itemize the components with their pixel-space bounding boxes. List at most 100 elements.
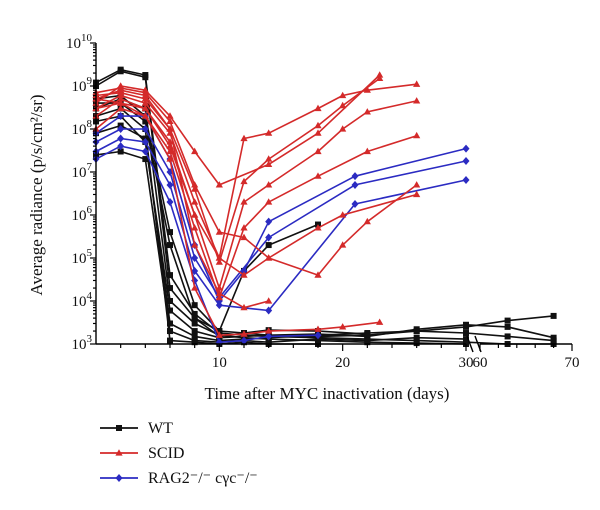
data-point: [141, 99, 149, 106]
data-point: [240, 303, 248, 311]
legend-label: SCID: [148, 445, 184, 462]
data-point: [141, 95, 149, 102]
data-point: [117, 88, 125, 96]
x-axis-title: Time after MYC inactivation (days): [205, 384, 450, 403]
data-point: [504, 333, 511, 340]
data-point: [413, 131, 421, 139]
data-point: [167, 229, 173, 236]
data-point: [462, 176, 470, 185]
data-point: [191, 185, 199, 192]
series-line: [95, 102, 380, 337]
data-point: [117, 134, 125, 143]
data-point: [142, 74, 149, 81]
series-wt-6: [93, 148, 469, 346]
series-scid-21: [92, 99, 384, 338]
data-point: [191, 198, 199, 205]
data-point: [191, 181, 199, 188]
data-point: [117, 84, 125, 91]
data-point: [141, 147, 149, 156]
data-point: [166, 117, 174, 125]
legend-marker: [115, 474, 123, 482]
data-point: [265, 160, 273, 168]
y-tick-label: 107: [72, 161, 93, 181]
data-point: [339, 211, 347, 218]
data-point: [216, 328, 223, 335]
data-point: [191, 241, 199, 248]
data-point: [240, 330, 248, 337]
data-point: [191, 337, 198, 344]
x-axis-break-mark-1: [466, 335, 474, 353]
data-point: [240, 271, 248, 278]
data-point: [463, 336, 469, 343]
data-point: [166, 198, 174, 207]
data-point: [117, 148, 124, 155]
data-point: [413, 334, 420, 341]
data-point: [339, 91, 347, 99]
data-point: [364, 331, 371, 338]
data-point: [191, 310, 198, 317]
data-point: [413, 328, 420, 335]
data-point: [363, 86, 371, 93]
legend-item: SCID: [100, 445, 184, 462]
data-point: [550, 312, 557, 319]
legend-label: RAG2⁻/⁻ cγc⁻/⁻: [148, 470, 258, 487]
data-point: [265, 327, 273, 334]
data-point: [339, 125, 347, 132]
data-point: [240, 233, 248, 241]
data-point: [240, 224, 248, 231]
data-point: [265, 297, 273, 304]
data-point: [215, 228, 223, 235]
series-line: [95, 70, 554, 338]
legend-marker: [115, 449, 123, 456]
data-point: [265, 339, 272, 346]
data-point: [463, 330, 469, 337]
data-point: [504, 323, 511, 330]
y-tick-label: 103: [72, 333, 93, 353]
data-point: [265, 332, 273, 341]
data-point: [215, 254, 223, 261]
data-point: [351, 180, 359, 189]
x-tick-label: 10: [212, 355, 227, 371]
data-point: [314, 147, 322, 155]
data-point: [191, 254, 199, 262]
y-tick-label: 108: [72, 118, 93, 138]
data-point: [265, 129, 273, 136]
data-point: [191, 211, 199, 218]
y-tick-label: 105: [72, 247, 93, 267]
data-point: [339, 101, 347, 109]
data-point: [265, 217, 273, 226]
data-point: [191, 224, 199, 231]
data-point: [240, 134, 248, 142]
data-point: [351, 200, 359, 209]
series-line: [95, 87, 418, 276]
data-point: [142, 118, 149, 125]
series-line: [95, 83, 417, 259]
legend-marker: [116, 425, 122, 431]
data-point: [141, 112, 149, 119]
y-tick-label: 109: [72, 75, 93, 95]
data-point: [167, 320, 173, 327]
data-point: [314, 271, 322, 278]
y-tick-label: 104: [72, 290, 93, 310]
data-point: [462, 144, 470, 153]
series-scid-17: [92, 104, 421, 301]
data-point: [314, 224, 322, 231]
data-point: [166, 125, 174, 132]
data-point: [339, 241, 347, 248]
legend: WT SCID RAG2⁻/⁻ cγc⁻/⁻: [100, 420, 258, 487]
legend-item: RAG2⁻/⁻ cγc⁻/⁻: [100, 470, 258, 487]
data-point: [215, 331, 223, 338]
series-line: [95, 115, 467, 302]
data-point: [413, 190, 421, 198]
data-point: [117, 104, 125, 112]
data-point: [215, 293, 223, 301]
data-point: [191, 147, 199, 155]
data-point: [141, 104, 149, 112]
data-point: [314, 129, 322, 136]
data-point: [167, 328, 173, 335]
data-point: [265, 254, 273, 261]
data-point: [351, 172, 359, 181]
data-point: [141, 88, 149, 96]
data-point: [191, 333, 198, 340]
data-point: [141, 125, 149, 133]
